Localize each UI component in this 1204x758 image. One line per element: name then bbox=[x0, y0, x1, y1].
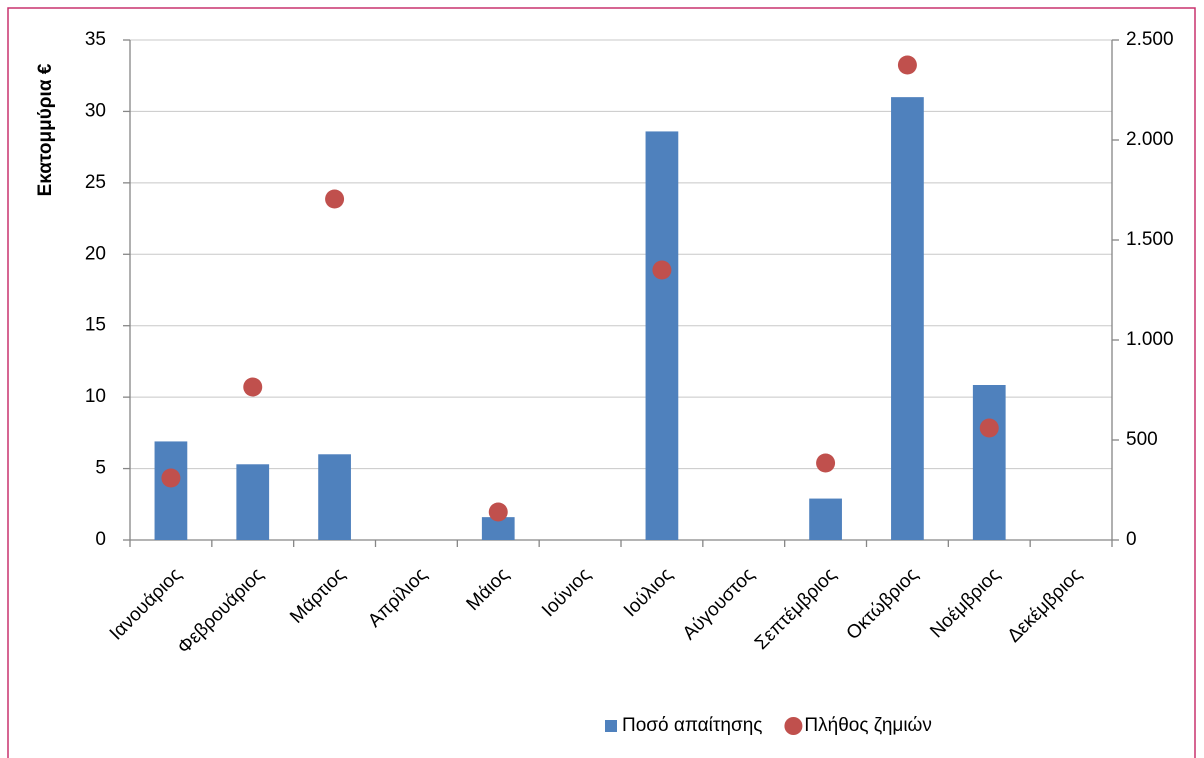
x-tick-label: Σεπτέμβριος bbox=[751, 564, 841, 654]
legend-marker bbox=[605, 720, 617, 732]
point bbox=[652, 260, 672, 280]
bar bbox=[645, 131, 679, 540]
x-tick-label: Μάρτιος bbox=[286, 564, 350, 628]
y-tick-label: 5 bbox=[95, 458, 106, 479]
bar bbox=[318, 454, 351, 540]
y2-tick-label: 2.500 bbox=[1126, 29, 1174, 50]
bar bbox=[809, 498, 842, 540]
y2-tick-label: 0 bbox=[1126, 529, 1137, 550]
x-tick-label: Δεκέμβριος bbox=[1004, 564, 1087, 647]
y2-tick-label: 1.500 bbox=[1126, 229, 1174, 250]
y2-tick-label: 500 bbox=[1126, 429, 1158, 450]
x-tick-label: Νοέμβριος bbox=[926, 564, 1004, 642]
bar bbox=[236, 464, 270, 540]
bar bbox=[972, 385, 1006, 540]
x-tick-label: Ιανουάριος bbox=[106, 564, 186, 644]
frame bbox=[7, 7, 1196, 758]
legend-label: Πλήθος ζημιών bbox=[804, 715, 931, 736]
bar bbox=[154, 441, 188, 540]
legend-label: Ποσό απαίτησης bbox=[622, 715, 762, 736]
bar bbox=[481, 517, 515, 540]
point bbox=[897, 55, 917, 75]
point bbox=[161, 468, 181, 488]
y-tick-label: 25 bbox=[85, 172, 106, 193]
point bbox=[243, 377, 263, 397]
x-tick-label: Μάιος bbox=[463, 564, 514, 615]
point bbox=[488, 502, 508, 522]
point bbox=[325, 189, 345, 209]
y-tick-label: 10 bbox=[85, 386, 106, 407]
x-tick-label: Οκτώβριος bbox=[843, 564, 923, 644]
y2-tick-label: 1.000 bbox=[1126, 329, 1174, 350]
point bbox=[979, 418, 999, 438]
y-tick-label: 15 bbox=[85, 315, 106, 336]
x-tick-label: Αύγουστος bbox=[679, 564, 759, 644]
x-tick-label: Φεβρουάριος bbox=[174, 564, 268, 658]
y2-tick-label: 2.000 bbox=[1126, 129, 1174, 150]
legend-marker bbox=[784, 717, 803, 735]
y-tick-label: 20 bbox=[85, 243, 106, 264]
x-tick-label: Ιούνιος bbox=[538, 564, 595, 621]
x-tick-label: Ιούλιος bbox=[620, 564, 677, 621]
bar bbox=[891, 97, 924, 541]
y-tick-label: 30 bbox=[85, 100, 106, 121]
x-tick-label: Απρίλιος bbox=[364, 564, 431, 631]
y-tick-label: 0 bbox=[95, 529, 106, 550]
point bbox=[816, 453, 836, 473]
y-tick-label: 35 bbox=[85, 29, 106, 50]
y-axis-label: Εκατομμύρια € bbox=[35, 63, 56, 196]
